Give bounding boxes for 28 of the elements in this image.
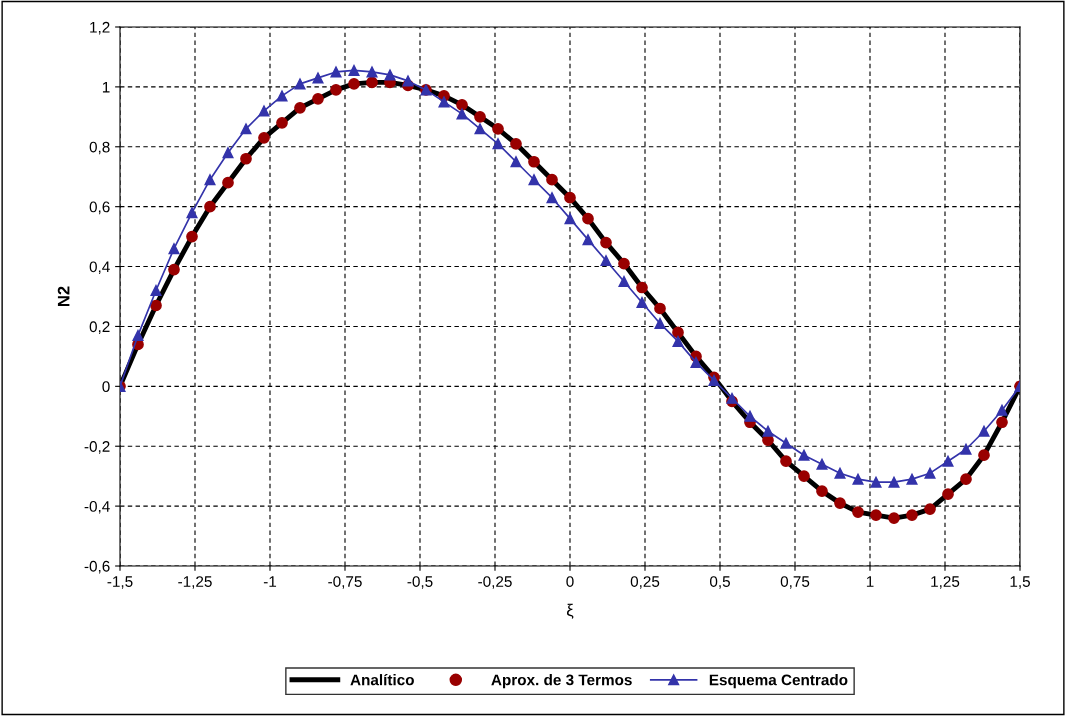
x-tick-label: 0,25 — [630, 576, 660, 589]
y-tick-label: 0,8 — [89, 141, 110, 155]
legend-label: Analítico — [350, 673, 414, 686]
x-tick-label: 0 — [566, 576, 574, 587]
y-tick-label: 0,4 — [89, 261, 110, 275]
x-tick-label: -1 — [263, 576, 277, 587]
legend-label: Esquema Centrado — [709, 674, 848, 689]
legend-label: Aprox. de 3 Termos — [491, 674, 632, 689]
x-tick-label: 0,5 — [709, 576, 730, 589]
x-axis-title: ξ — [566, 603, 574, 619]
x-tick-label: -0,25 — [478, 576, 512, 589]
y-tick-label: 0 — [102, 381, 110, 393]
x-tick-label: 1,25 — [931, 576, 960, 589]
y-tick-label: 0,2 — [89, 321, 110, 334]
x-tick-label: -0,75 — [328, 576, 362, 589]
y-tick-label: -0,4 — [84, 500, 110, 514]
y-tick-label: 1 — [102, 81, 110, 93]
y-tick-label: -0,6 — [84, 560, 110, 574]
y-tick-label: 1,2 — [90, 21, 110, 35]
y-tick-label: 0,6 — [89, 201, 110, 215]
y-axis-title: N2 — [57, 286, 70, 307]
x-tick-label: 1,5 — [1010, 576, 1030, 589]
x-tick-label: -1,25 — [178, 576, 212, 589]
x-tick-label: -1,5 — [107, 576, 133, 589]
x-tick-label: -0,5 — [407, 576, 433, 589]
y-tick-label: -0,2 — [84, 441, 110, 454]
x-tick-label: 0,75 — [780, 576, 810, 589]
x-tick-label: 1 — [866, 576, 874, 587]
